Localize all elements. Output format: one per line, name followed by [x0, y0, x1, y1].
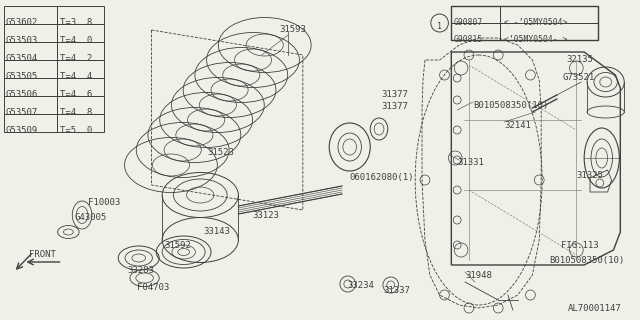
Text: AL70001147: AL70001147 — [568, 304, 621, 313]
Text: < -’05MY0504>: < -’05MY0504> — [504, 18, 568, 27]
Text: 32135: 32135 — [566, 55, 593, 64]
Text: 31523: 31523 — [207, 148, 234, 157]
Text: G90815: G90815 — [453, 35, 483, 44]
Bar — [57, 96, 104, 114]
Bar — [57, 42, 104, 60]
Text: T=3. 8: T=3. 8 — [60, 18, 92, 27]
Bar — [57, 24, 104, 42]
Text: 31377: 31377 — [381, 102, 408, 111]
Text: B010508350(10): B010508350(10) — [473, 101, 548, 110]
Bar — [500, 23, 598, 40]
Text: T=4. 8: T=4. 8 — [60, 108, 92, 117]
Text: 31592: 31592 — [164, 241, 191, 250]
Text: 31593: 31593 — [280, 25, 307, 34]
Text: B010508350(10): B010508350(10) — [549, 256, 624, 265]
Bar — [57, 60, 104, 78]
Text: T=4. 6: T=4. 6 — [60, 90, 92, 99]
Text: 31948: 31948 — [465, 271, 492, 280]
Text: T=4. 0: T=4. 0 — [60, 36, 92, 45]
Text: 32141: 32141 — [504, 121, 531, 130]
Text: G90807: G90807 — [453, 18, 483, 27]
Text: G53505: G53505 — [6, 72, 38, 81]
Text: T=5. 0: T=5. 0 — [60, 126, 92, 135]
Text: 31377: 31377 — [381, 90, 408, 99]
Bar — [4, 60, 57, 78]
Text: G53602: G53602 — [6, 18, 38, 27]
Text: 33283: 33283 — [127, 266, 154, 275]
Text: 31331: 31331 — [457, 158, 484, 167]
Text: 33234: 33234 — [348, 281, 374, 290]
Text: G43005: G43005 — [74, 213, 106, 222]
Bar — [451, 23, 500, 40]
Bar — [451, 6, 500, 23]
Text: 31325: 31325 — [577, 171, 604, 180]
Bar — [500, 6, 598, 23]
Bar — [57, 114, 104, 132]
Text: G53504: G53504 — [6, 54, 38, 63]
Text: 1: 1 — [437, 21, 442, 30]
Text: 33143: 33143 — [203, 227, 230, 236]
Text: T=4. 4: T=4. 4 — [60, 72, 92, 81]
Text: <’05MY0504- >: <’05MY0504- > — [504, 35, 568, 44]
Bar — [4, 6, 57, 24]
Text: FRONT: FRONT — [29, 250, 56, 259]
Bar — [451, 6, 598, 40]
Text: F04703: F04703 — [137, 283, 169, 292]
Text: 33123: 33123 — [252, 211, 279, 220]
Text: G53506: G53506 — [6, 90, 38, 99]
Bar — [4, 78, 57, 96]
Text: G53509: G53509 — [6, 126, 38, 135]
Bar — [4, 42, 57, 60]
Bar — [4, 24, 57, 42]
Text: G53503: G53503 — [6, 36, 38, 45]
Text: 060162080(1): 060162080(1) — [349, 173, 414, 182]
Text: G73521: G73521 — [563, 73, 595, 82]
Text: G53507: G53507 — [6, 108, 38, 117]
Bar — [57, 6, 104, 24]
Bar — [57, 78, 104, 96]
Text: FIG.113: FIG.113 — [561, 241, 598, 250]
Bar — [4, 114, 57, 132]
Text: F10003: F10003 — [88, 198, 120, 207]
Text: 31337: 31337 — [383, 286, 410, 295]
Bar — [4, 96, 57, 114]
Text: T=4. 2: T=4. 2 — [60, 54, 92, 63]
